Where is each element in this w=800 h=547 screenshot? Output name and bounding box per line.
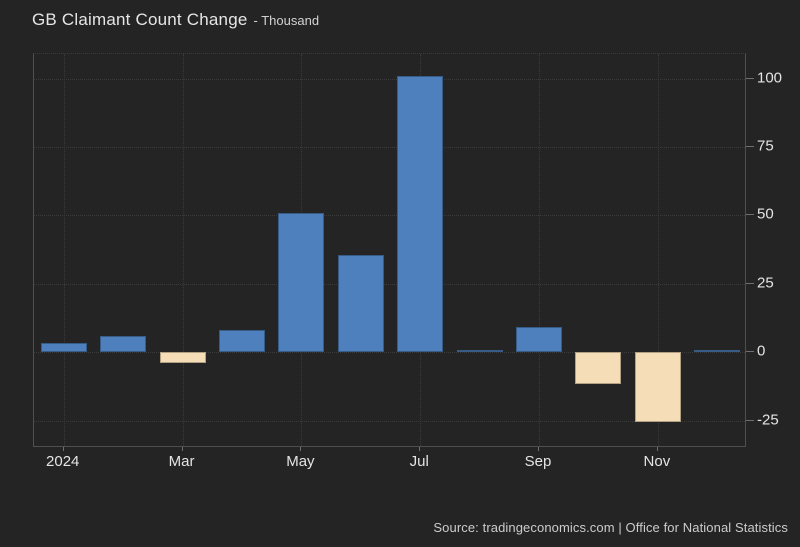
bar-sep-2024 xyxy=(516,326,563,353)
gridline-vertical xyxy=(63,54,65,446)
x-axis-tick-label: Jul xyxy=(409,453,429,470)
y-axis-tick-label: 50 xyxy=(757,205,774,223)
x-axis-tick-mark xyxy=(300,447,302,451)
plot-area xyxy=(33,53,746,447)
y-axis-tick-mark xyxy=(746,146,754,148)
x-axis-tick-label: Nov xyxy=(643,453,671,470)
y-axis-tick-mark xyxy=(746,214,754,216)
gridline-vertical xyxy=(539,54,541,446)
x-axis-tick-mark xyxy=(181,447,183,451)
source-attribution: Source: tradingeconomics.com | Office fo… xyxy=(433,520,788,535)
bar-feb-2024 xyxy=(100,336,147,353)
bar-mar-2024 xyxy=(159,352,206,363)
x-axis-tick-mark xyxy=(538,447,540,451)
y-axis-tick-label: 0 xyxy=(757,342,766,360)
gridline-horizontal xyxy=(34,78,745,80)
gridline-horizontal xyxy=(34,352,745,354)
chart-title-text: GB Claimant Count Change xyxy=(32,10,248,29)
chart-title: GB Claimant Count Change - Thousand xyxy=(32,10,319,30)
bar-jan-2024 xyxy=(40,343,87,353)
bar-apr-2024 xyxy=(218,330,265,353)
x-axis-tick-label: 2024 xyxy=(46,453,80,470)
bar-nov-2024 xyxy=(634,352,681,422)
gridline-horizontal xyxy=(34,283,745,285)
y-axis-tick-mark xyxy=(746,351,754,353)
y-axis-tick-mark xyxy=(746,282,754,284)
x-axis-tick-mark xyxy=(656,447,658,451)
chart-title-unit: - Thousand xyxy=(253,13,320,28)
gridline-vertical xyxy=(657,54,659,446)
bar-may-2024 xyxy=(278,212,325,353)
gridline-vertical xyxy=(182,54,184,446)
gridline-horizontal xyxy=(34,420,745,422)
bar-jul-2024 xyxy=(397,75,444,353)
y-axis-tick-mark xyxy=(746,419,754,421)
x-axis-tick-label: Sep xyxy=(524,453,552,470)
y-axis-tick-label: 25 xyxy=(757,274,774,292)
x-axis-tick-mark xyxy=(419,447,421,451)
y-axis-tick-mark xyxy=(746,77,754,79)
gridline-horizontal xyxy=(34,147,745,149)
bar-oct-2024 xyxy=(575,352,622,384)
bar-jun-2024 xyxy=(337,255,384,353)
bar-aug-2024 xyxy=(456,349,503,353)
x-axis-tick-label: Mar xyxy=(168,453,195,470)
bar-dec-2024 xyxy=(694,349,741,353)
y-axis-tick-label: -25 xyxy=(757,411,779,429)
x-axis-tick-label: May xyxy=(286,453,315,470)
x-axis-tick-mark xyxy=(62,447,64,451)
y-axis-tick-label: 100 xyxy=(757,69,783,87)
gridline-horizontal xyxy=(34,215,745,217)
y-axis-tick-label: 75 xyxy=(757,137,774,155)
